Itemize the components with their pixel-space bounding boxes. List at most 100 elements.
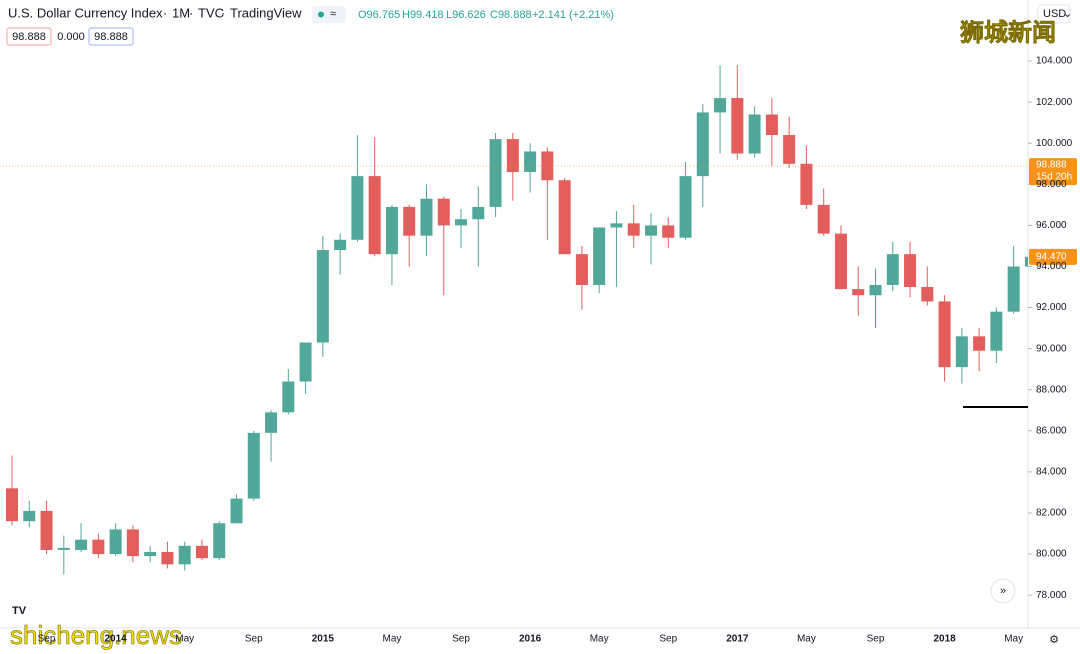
- candle-body: [282, 381, 295, 413]
- scroll-icon: »: [1000, 585, 1006, 597]
- x-tick-label: 2017: [726, 634, 749, 645]
- candle-body: [973, 336, 986, 351]
- interval[interactable]: 1M: [172, 5, 190, 20]
- x-tick-label: May: [175, 634, 194, 645]
- ohlc-high: H99.418: [402, 9, 444, 21]
- y-tick-label: 80.000: [1036, 549, 1067, 560]
- candle-body: [921, 287, 934, 302]
- candle-body: [6, 488, 18, 522]
- y-tick-label: 104.000: [1036, 56, 1073, 67]
- ohlc-open: O96.765: [358, 9, 400, 21]
- y-tick-label: 84.000: [1036, 467, 1067, 478]
- x-tick-label: May: [1004, 634, 1023, 645]
- y-tick-label: 90.000: [1036, 343, 1067, 354]
- settings-gear[interactable]: ⚙: [1049, 634, 1059, 646]
- scroll-to-latest-button[interactable]: [990, 578, 1016, 604]
- x-tick-label: Sep: [245, 634, 263, 645]
- candle-body: [886, 254, 899, 285]
- y-tick-label: 98.000: [1036, 179, 1067, 190]
- candle-body: [75, 539, 88, 550]
- candle-body: [541, 151, 554, 181]
- y-tick-label: 100.000: [1036, 138, 1073, 149]
- y-tick-label: 102.000: [1036, 97, 1073, 108]
- candle-body: [800, 163, 813, 205]
- y-tick-label: 86.000: [1036, 425, 1067, 436]
- candle-body: [783, 135, 796, 164]
- y-tick-label: 82.000: [1036, 508, 1067, 519]
- candle-body: [696, 112, 709, 177]
- candle-body: [403, 206, 416, 236]
- currency-label[interactable]: USD: [1043, 8, 1066, 20]
- candle-body: [938, 301, 951, 368]
- ask-value: 98.888: [94, 31, 128, 43]
- candle-body: [230, 498, 243, 524]
- candle-body: [524, 151, 537, 173]
- candle-body: [852, 289, 865, 296]
- last-price-label: 94.470: [1036, 251, 1067, 262]
- x-tick-label: May: [797, 634, 816, 645]
- last-price-box: [1029, 248, 1077, 265]
- candle-body: [869, 284, 882, 296]
- separator: ·: [189, 5, 193, 20]
- watermark-en: shicheng.news: [10, 620, 182, 650]
- candle-body: [627, 223, 640, 236]
- candle-body: [368, 176, 381, 255]
- candle-body: [126, 529, 139, 557]
- candle-body: [161, 552, 174, 565]
- price-label-box: [1029, 158, 1077, 186]
- watermark-cn: 狮城新闻: [960, 18, 1056, 46]
- currency-button[interactable]: [1037, 4, 1071, 24]
- x-tick-label: May: [590, 634, 609, 645]
- candle-body: [714, 98, 727, 113]
- candle-body: [420, 198, 433, 236]
- price-label: 98.888: [1036, 160, 1067, 171]
- candle-body: [351, 176, 364, 240]
- bid-box[interactable]: [6, 27, 52, 46]
- candle-body: [299, 342, 312, 382]
- candle-body: [558, 180, 571, 255]
- separator: ·: [163, 5, 167, 20]
- x-tick-label: 2016: [519, 634, 542, 645]
- candle-body: [92, 539, 105, 555]
- candle-body: [144, 552, 157, 557]
- market-status-dot: [318, 11, 324, 18]
- candle-body: [990, 311, 1003, 351]
- countdown-label: 15d 20h: [1036, 172, 1072, 183]
- candle-body: [334, 239, 347, 251]
- candle-body: [644, 225, 657, 236]
- ohlc-change: +2.141 (+2.21%): [532, 9, 614, 21]
- candle-body: [610, 223, 623, 228]
- symbol-title[interactable]: U.S. Dollar Currency Index: [8, 5, 163, 20]
- candle-body: [575, 254, 588, 285]
- y-tick-label: 88.000: [1036, 384, 1067, 395]
- status-icon: ≈: [330, 8, 336, 20]
- candle-body: [455, 219, 468, 226]
- candle-body: [955, 336, 968, 368]
- ohlc-low: L96.626: [446, 9, 486, 21]
- source: TradingView: [230, 5, 302, 20]
- candle-body: [765, 114, 778, 136]
- candle-body: [247, 432, 260, 499]
- y-tick-label: 96.000: [1036, 220, 1067, 231]
- ask-box[interactable]: [88, 27, 134, 46]
- y-tick-label: 94.000: [1036, 261, 1067, 272]
- candle-body: [213, 523, 226, 559]
- candle-body: [506, 139, 519, 173]
- candle-body: [679, 176, 692, 238]
- x-tick-label: Sep: [659, 634, 677, 645]
- candle-body: [834, 233, 847, 290]
- dropdown-arrow: ⌄: [1063, 8, 1072, 20]
- candle-body: [385, 206, 398, 255]
- candle-body: [472, 206, 485, 220]
- candle-body: [593, 227, 606, 285]
- tv-logo[interactable]: TV: [12, 605, 27, 617]
- status-badge[interactable]: [312, 6, 346, 23]
- candle-body: [178, 545, 191, 565]
- separator: ·: [221, 5, 225, 20]
- candle-body: [40, 510, 53, 550]
- candle-body: [265, 412, 278, 433]
- candle-body: [662, 225, 675, 238]
- ohlc-close: C98.888: [490, 9, 532, 21]
